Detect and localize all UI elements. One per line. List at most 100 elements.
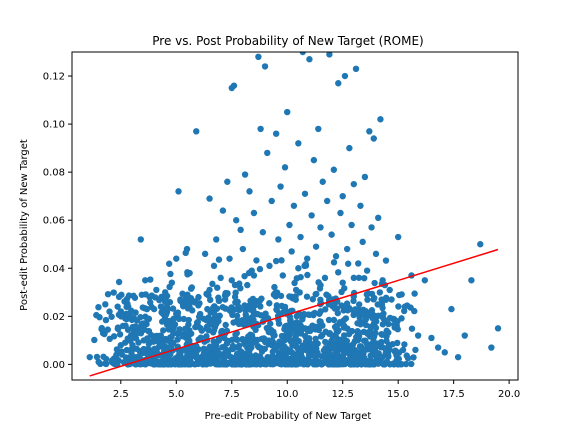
scatter-point xyxy=(117,341,125,349)
scatter-point xyxy=(382,296,390,303)
scatter-point xyxy=(101,330,108,338)
scatter-point xyxy=(167,361,174,368)
scatter-point xyxy=(226,255,233,262)
scatter-point xyxy=(401,341,408,348)
scatter-point xyxy=(128,316,136,324)
scatter-point xyxy=(340,332,348,339)
scatter-point xyxy=(309,296,317,303)
scatter-point xyxy=(175,328,182,336)
scatter-point xyxy=(246,188,253,195)
y-tick-label: 0.08 xyxy=(43,168,65,179)
scatter-point xyxy=(282,357,290,364)
scatter-point xyxy=(414,332,422,339)
scatter-point xyxy=(102,316,110,324)
scatter-point xyxy=(144,315,152,322)
scatter-point xyxy=(297,273,304,281)
scatter-point xyxy=(395,291,403,299)
scatter-point xyxy=(206,286,213,294)
x-tick-label: 2.5 xyxy=(113,389,129,400)
scatter-point xyxy=(242,314,249,322)
scatter-point xyxy=(378,331,386,338)
scatter-point xyxy=(394,339,401,347)
scatter-point xyxy=(292,286,300,294)
scatter-point xyxy=(347,361,355,368)
scatter-point xyxy=(398,361,405,368)
scatter-point xyxy=(299,52,306,56)
scatter-point xyxy=(200,352,207,359)
scatter-point xyxy=(275,358,282,365)
scatter-point xyxy=(95,304,102,311)
scatter-point xyxy=(321,274,329,282)
scatter-point xyxy=(230,319,237,326)
scatter-point xyxy=(340,307,347,314)
scatter-point xyxy=(186,337,193,344)
scatter-point xyxy=(228,277,235,284)
scatter-point xyxy=(311,309,318,317)
scatter-point xyxy=(270,291,278,298)
scatter-point xyxy=(188,284,196,291)
scatter-point xyxy=(379,304,386,312)
scatter-point xyxy=(316,358,323,366)
scatter-point xyxy=(310,343,317,351)
scatter-point xyxy=(276,338,283,345)
scatter-point xyxy=(360,311,367,318)
scatter-point xyxy=(352,308,360,315)
x-tick-label: 17.5 xyxy=(443,389,465,400)
scatter-point xyxy=(348,327,356,335)
scatter-point xyxy=(247,358,254,365)
scatter-point xyxy=(297,233,304,241)
scatter-point xyxy=(177,296,184,303)
scatter-point xyxy=(241,341,249,348)
scatter-point xyxy=(277,292,285,300)
scatter-point xyxy=(385,348,392,356)
scatter-point xyxy=(127,353,135,360)
scatter-point xyxy=(174,309,182,316)
scatter-point xyxy=(196,300,203,307)
scatter-point xyxy=(210,262,218,270)
scatter-point xyxy=(411,290,418,297)
scatter-point xyxy=(332,253,340,260)
scatter-point xyxy=(394,233,402,241)
scatter-point xyxy=(291,340,298,348)
scatter-point xyxy=(408,360,415,368)
scatter-point xyxy=(166,317,173,325)
scatter-point xyxy=(250,272,258,279)
scatter-point xyxy=(343,245,351,253)
scatter-point xyxy=(145,328,153,335)
scatter-point xyxy=(147,276,154,283)
scatter-point xyxy=(123,303,130,311)
scatter-point xyxy=(159,306,166,313)
scatter-point xyxy=(91,336,98,344)
scatter-point xyxy=(153,286,160,294)
scatter-point xyxy=(477,241,484,248)
scatter-point xyxy=(233,217,240,224)
scatter-point xyxy=(340,322,348,329)
scatter-point xyxy=(370,319,378,327)
scatter-point xyxy=(266,262,273,270)
scatter-point xyxy=(182,249,189,257)
scatter-point xyxy=(373,342,381,350)
scatter-point xyxy=(102,360,110,368)
scatter-point xyxy=(217,274,224,282)
scatter-point xyxy=(383,337,390,345)
scatter-point xyxy=(279,343,287,350)
scatter-point xyxy=(372,250,380,258)
scatter-point xyxy=(237,226,244,234)
scatter-point xyxy=(277,183,284,190)
scatter-point xyxy=(256,297,263,305)
scatter-point xyxy=(170,339,177,347)
scatter-point xyxy=(366,128,373,135)
scatter-point xyxy=(297,347,305,355)
x-tick-label: 12.5 xyxy=(332,389,354,400)
scatter-point xyxy=(371,279,378,287)
scatter-point xyxy=(139,304,147,311)
y-tick-label: 0.04 xyxy=(43,264,65,275)
scatter-point xyxy=(235,303,242,310)
scatter-point xyxy=(281,164,289,171)
scatter-point xyxy=(270,360,277,368)
scatter-point xyxy=(210,338,217,345)
scatter-point xyxy=(364,296,371,303)
scatter-point xyxy=(254,336,261,344)
scatter-point xyxy=(222,321,229,329)
